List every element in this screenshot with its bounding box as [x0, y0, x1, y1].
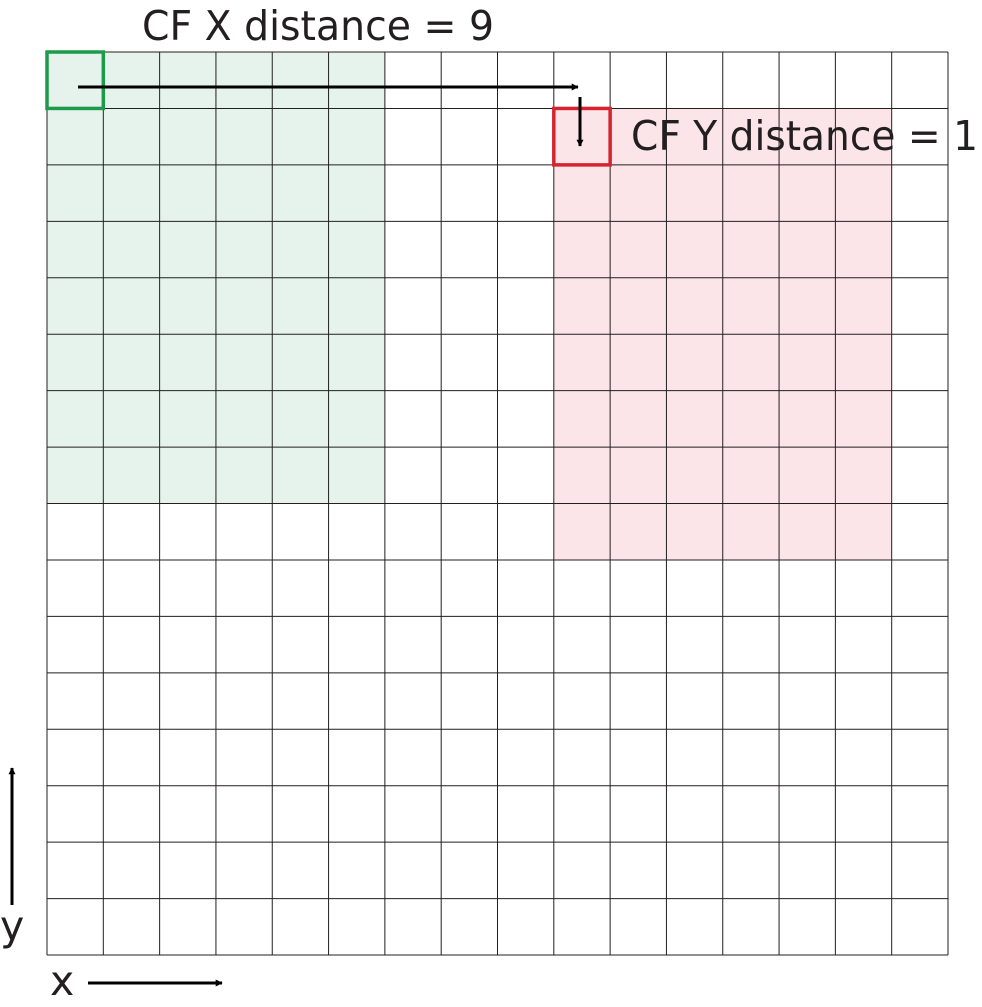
green-origin-cell — [45, 50, 106, 111]
x-distance-label: CF X distance = 9 — [142, 2, 494, 50]
x-axis-label: x — [50, 957, 74, 1005]
y-distance-label: CF Y distance = 1 — [631, 112, 978, 160]
red-target-cell — [552, 106, 612, 167]
y-axis-label: y — [0, 902, 24, 950]
grid — [46, 51, 949, 956]
